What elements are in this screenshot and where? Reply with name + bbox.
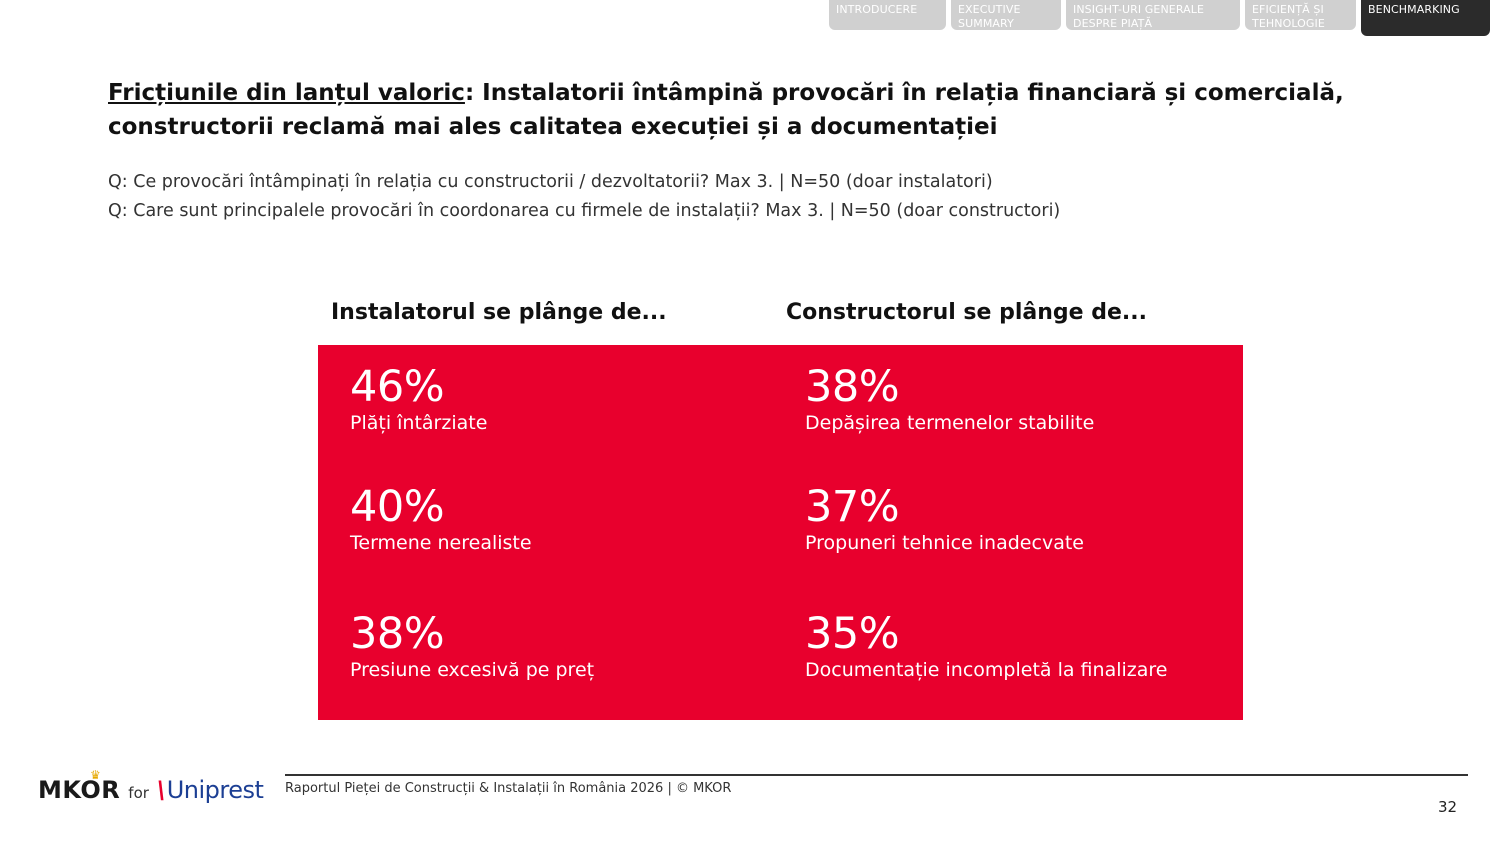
title-underlined-part: Fricțiunile din lanțul valoric (108, 80, 465, 106)
tab-insight-uri-generale[interactable]: INSIGHT-URI GENERALE DESPRE PIAȚĂ (1066, 0, 1240, 30)
crown-icon: ♛ (90, 768, 102, 782)
uniprest-logo-text: Uniprest (166, 776, 264, 804)
page-title: Fricțiunile din lanțul valoric: Instalat… (108, 76, 1468, 144)
survey-questions: Q: Ce provocări întâmpinați în relația c… (108, 168, 1408, 226)
stat-label: Propuneri tehnice inadecvate (805, 532, 1084, 554)
footer-divider (285, 774, 1468, 776)
stat-percentage: 38% (350, 609, 445, 659)
uniprest-logo: \ Uniprest (156, 776, 264, 804)
stat-constructor-1: 38% Depășirea termenelor stabilite (805, 363, 1094, 435)
stat-label: Depășirea termenelor stabilite (805, 412, 1095, 434)
tab-introducere[interactable]: INTRODUCERE (829, 0, 946, 30)
constructors-heading: Constructorul se plânge de... (786, 300, 1147, 325)
mkor-logo-text: MKOR (38, 776, 121, 804)
stat-percentage: 46% (350, 362, 445, 412)
title-rest: : Instalatorii întâmpină provocări în re… (108, 80, 1344, 140)
question-installers: Q: Ce provocări întâmpinați în relația c… (108, 172, 993, 192)
stat-label: Documentație incompletă la finalizare (805, 659, 1168, 681)
tab-benchmarking[interactable]: BENCHMARKING (1361, 0, 1490, 36)
stat-label: Plăți întârziate (350, 412, 488, 434)
footer-logo: ♛ MKOR for \ Uniprest (38, 768, 264, 804)
installers-heading: Instalatorul se plânge de... (331, 300, 667, 325)
stat-constructor-2: 37% Propuneri tehnice inadecvate (805, 483, 1084, 555)
stat-percentage: 37% (805, 482, 900, 532)
page-number: 32 (1438, 798, 1458, 816)
stat-constructor-3: 35% Documentație incompletă la finalizar… (805, 610, 1167, 682)
top-navigation: INTRODUCERE EXECUTIVE SUMMARY INSIGHT-UR… (829, 0, 1490, 36)
logo-for-text: for (128, 784, 149, 802)
stat-installer-3: 38% Presiune excesivă pe preț (350, 610, 594, 682)
stat-percentage: 40% (350, 482, 445, 532)
stats-panel: 46% Plăți întârziate 40% Termene nereali… (318, 345, 1243, 720)
stat-percentage: 38% (805, 362, 900, 412)
uniprest-mark-icon: \ (156, 776, 166, 804)
footer-text: Raportul Pieței de Construcții & Instala… (285, 781, 732, 796)
stat-installer-2: 40% Termene nerealiste (350, 483, 532, 555)
stat-percentage: 35% (805, 609, 900, 659)
tab-eficienta-tehnologie[interactable]: EFICIENȚĂ ȘI TEHNOLOGIE (1245, 0, 1356, 30)
mkor-logo: ♛ MKOR (38, 768, 121, 804)
tab-executive-summary[interactable]: EXECUTIVE SUMMARY (951, 0, 1061, 30)
stat-label: Presiune excesivă pe preț (350, 659, 595, 681)
stat-installer-1: 46% Plăți întârziate (350, 363, 487, 435)
stat-label: Termene nerealiste (350, 532, 532, 554)
question-constructors: Q: Care sunt principalele provocări în c… (108, 201, 1061, 221)
